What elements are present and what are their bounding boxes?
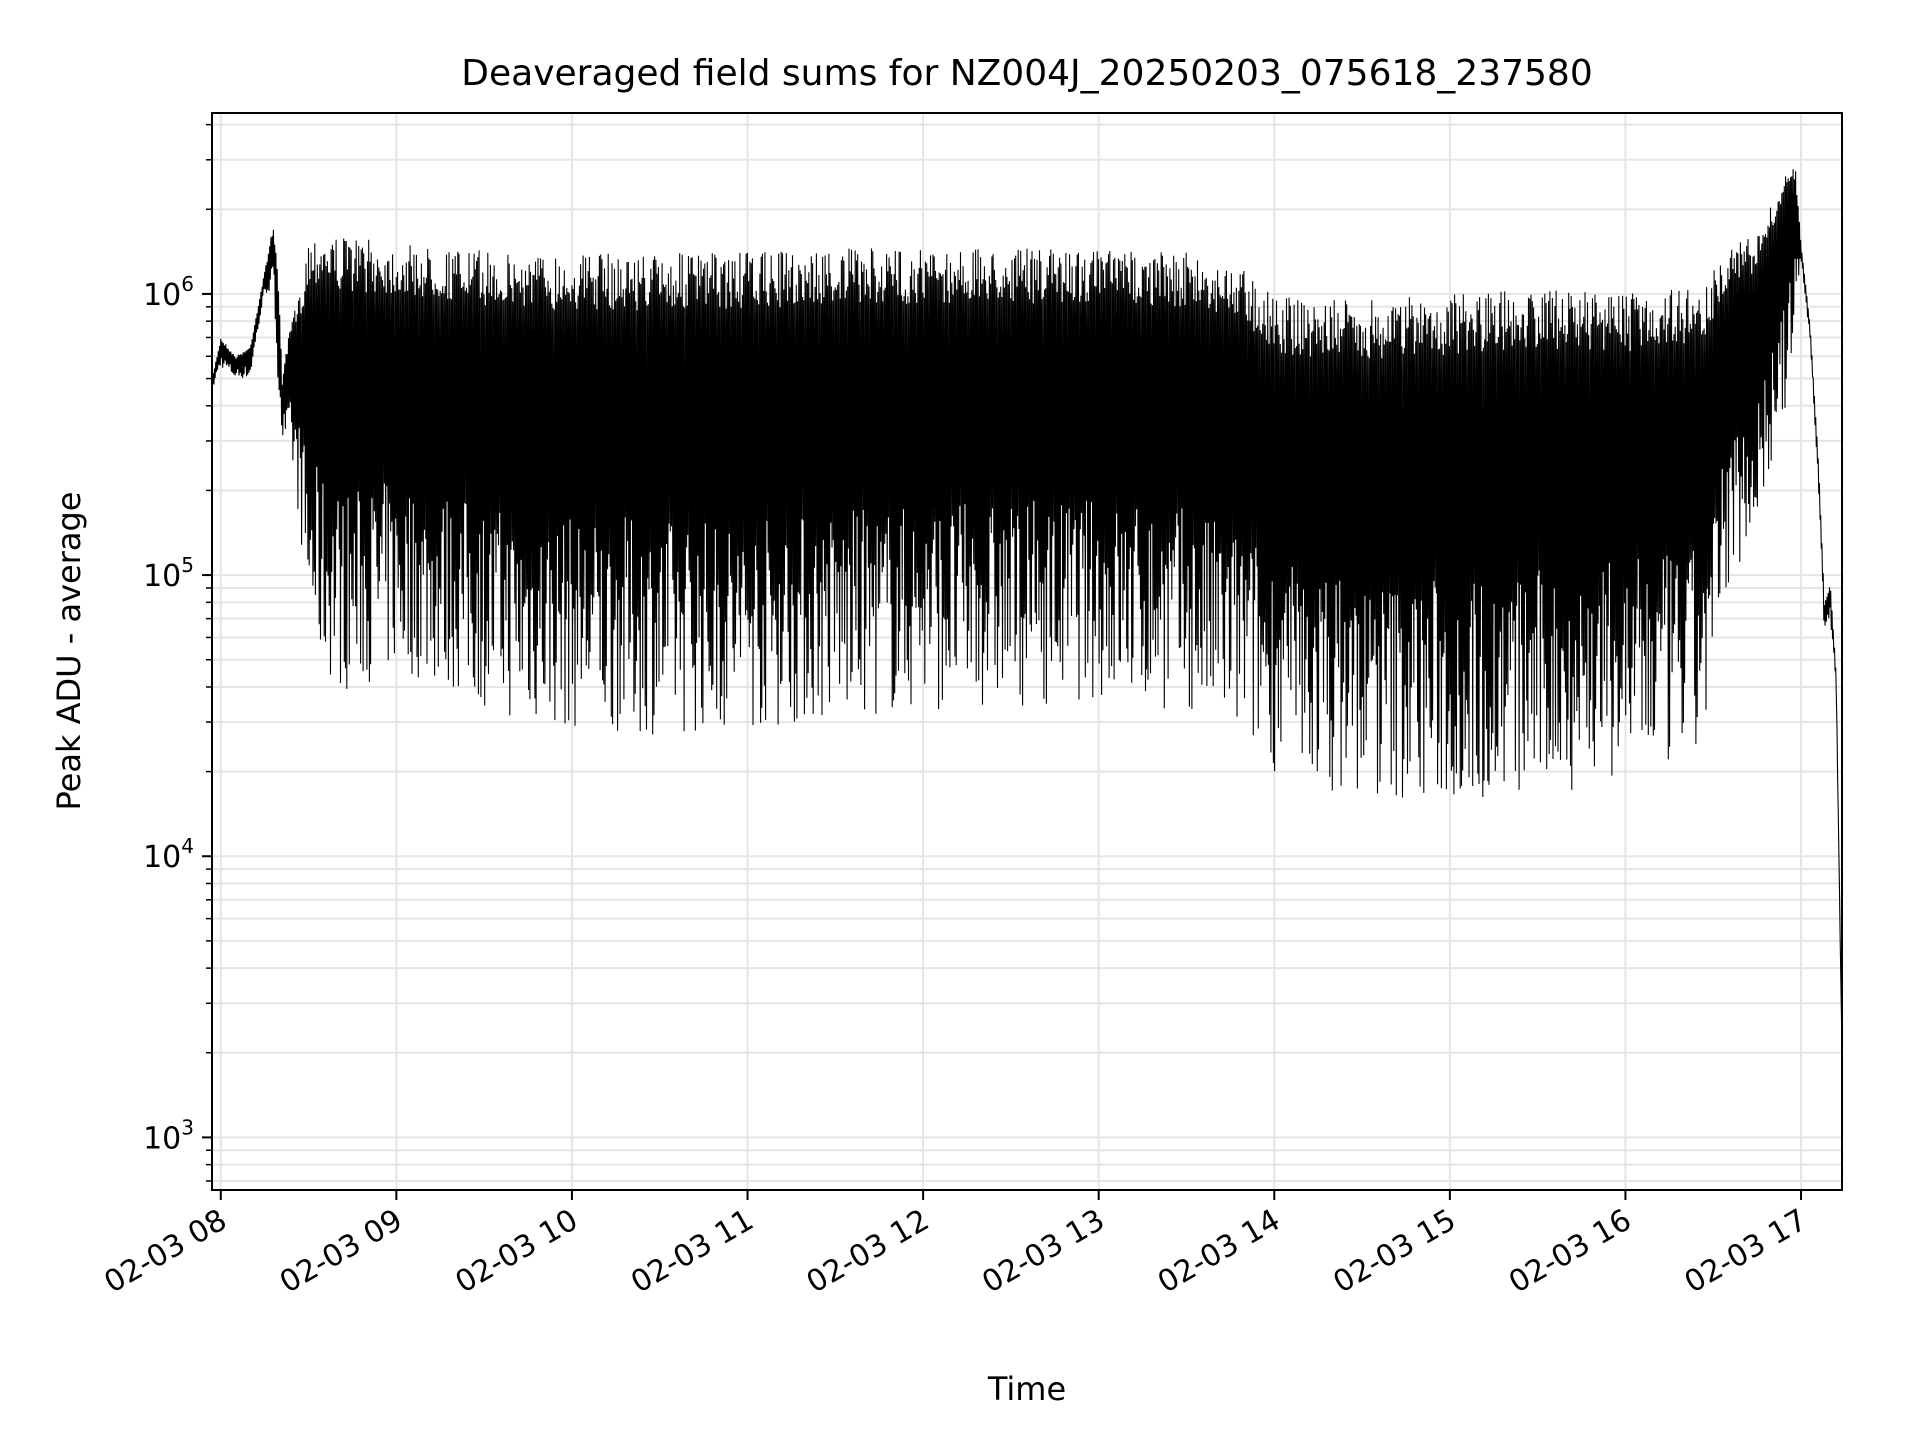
y-tick-base: 10 <box>143 278 181 313</box>
y-tick-label: 103 <box>143 1115 194 1156</box>
x-tick-label: 02-03 17 <box>1679 1203 1813 1301</box>
y-tick-exponent: 3 <box>181 1115 194 1139</box>
x-axis-label: Time <box>987 1370 1066 1408</box>
plot-frame <box>211 112 1843 1191</box>
x-tick-label: 02-03 13 <box>976 1203 1110 1301</box>
x-tick-label: 02-03 10 <box>450 1203 584 1301</box>
x-tick-label: 02-03 15 <box>1328 1203 1462 1301</box>
x-tick-label: 02-03 09 <box>274 1203 408 1301</box>
y-tick-exponent: 6 <box>181 272 194 296</box>
y-tick-base: 10 <box>143 1121 181 1156</box>
y-tick-label: 106 <box>143 272 194 313</box>
y-tick-exponent: 4 <box>181 834 194 858</box>
x-tick-label: 02-03 14 <box>1152 1203 1286 1301</box>
x-tick-label: 02-03 11 <box>625 1203 759 1301</box>
y-tick-base: 10 <box>143 559 181 594</box>
x-tick-label: 02-03 12 <box>801 1203 935 1301</box>
x-tick-label: 02-03 08 <box>98 1203 232 1301</box>
y-tick-label: 104 <box>143 834 194 875</box>
chart-title: Deaveraged field sums for NZ004J_2025020… <box>461 53 1592 94</box>
y-tick-exponent: 5 <box>181 553 194 577</box>
series-line <box>211 169 1843 1053</box>
x-tick-label: 02-03 16 <box>1503 1203 1637 1301</box>
y-tick-label: 105 <box>143 553 194 594</box>
y-tick-base: 10 <box>143 840 181 875</box>
y-axis-label: Peak ADU - average <box>50 492 88 811</box>
